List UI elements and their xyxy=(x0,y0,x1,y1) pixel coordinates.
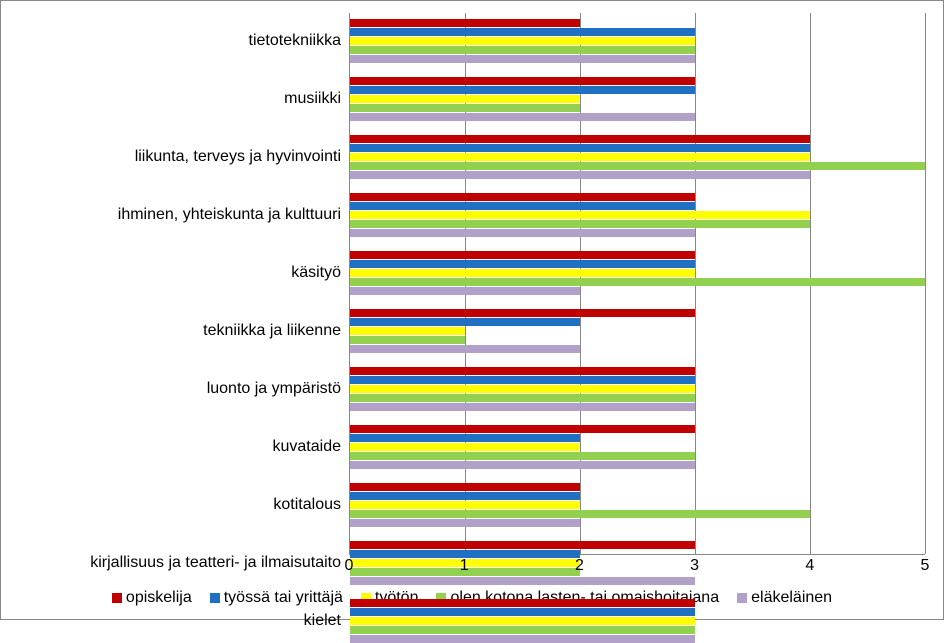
legend-item: opiskelija xyxy=(112,589,192,607)
bar xyxy=(350,434,580,442)
x-tick: 2 xyxy=(575,557,584,575)
category-label: käsityö xyxy=(291,264,341,282)
legend-item: työssä tai yrittäjä xyxy=(210,589,343,607)
category-label: ihminen, yhteiskunta ja kulttuuri xyxy=(118,206,341,224)
bar xyxy=(350,318,580,326)
bar xyxy=(350,135,810,143)
bar xyxy=(350,425,695,433)
bar xyxy=(350,403,695,411)
bar xyxy=(350,37,695,45)
category-label: musiikki xyxy=(284,90,341,108)
bar xyxy=(350,113,695,121)
bar xyxy=(350,608,695,616)
x-tick: 5 xyxy=(921,557,930,575)
x-tick: 0 xyxy=(345,557,354,575)
bar xyxy=(350,95,580,103)
bar xyxy=(350,220,810,228)
bar xyxy=(350,452,695,460)
plot-area xyxy=(349,13,925,555)
legend-label: työssä tai yrittäjä xyxy=(224,589,343,607)
x-tick: 4 xyxy=(805,557,814,575)
legend-swatch xyxy=(737,593,747,603)
x-tick: 1 xyxy=(460,557,469,575)
bar xyxy=(350,171,810,179)
category-label: kielet xyxy=(304,612,341,630)
bar xyxy=(350,86,695,94)
bar xyxy=(350,345,580,353)
bar xyxy=(350,519,580,527)
plot-row: tietotekniikka musiikki liikunta, terveys … xyxy=(19,13,925,555)
category-label: kotitalous xyxy=(273,496,341,514)
category-label: tietotekniikka xyxy=(249,32,342,50)
bar xyxy=(350,492,580,500)
bar xyxy=(350,28,695,36)
bar xyxy=(350,269,695,277)
bar xyxy=(350,278,925,286)
bar xyxy=(350,541,695,549)
bar xyxy=(350,77,695,85)
legend-item: eläkeläinen xyxy=(737,589,832,607)
x-axis: 012345 xyxy=(349,555,925,583)
bar xyxy=(350,510,810,518)
bar xyxy=(350,635,695,643)
bar xyxy=(350,46,695,54)
chart-container: tietotekniikka musiikki liikunta, terveys … xyxy=(0,0,944,620)
bar xyxy=(350,211,810,219)
category-label: kirjallisuus ja teatteri- ja ilmaisutait… xyxy=(90,554,341,572)
bar xyxy=(350,19,580,27)
x-tick: 3 xyxy=(690,557,699,575)
bar xyxy=(350,394,695,402)
bar xyxy=(350,104,580,112)
bar xyxy=(350,443,580,451)
bar xyxy=(350,193,695,201)
bar xyxy=(350,260,695,268)
bar xyxy=(350,483,580,491)
bar xyxy=(350,376,695,384)
bar xyxy=(350,617,695,625)
category-label: kuvataide xyxy=(273,438,342,456)
bar xyxy=(350,202,695,210)
bar xyxy=(350,287,580,295)
legend-swatch xyxy=(210,593,220,603)
bar xyxy=(350,626,695,634)
legend-swatch xyxy=(112,593,122,603)
bar xyxy=(350,162,925,170)
category-label: luonto ja ympäristö xyxy=(207,380,341,398)
bar xyxy=(350,336,465,344)
bar xyxy=(350,55,695,63)
bar xyxy=(350,309,695,317)
bar xyxy=(350,144,810,152)
bar xyxy=(350,327,465,335)
gridline xyxy=(925,13,926,554)
legend-label: opiskelija xyxy=(126,589,192,607)
bar xyxy=(350,501,580,509)
y-axis-labels: tietotekniikka musiikki liikunta, terveys … xyxy=(19,13,349,555)
bar xyxy=(350,229,695,237)
bar xyxy=(350,153,810,161)
bar xyxy=(350,385,695,393)
bar xyxy=(350,367,695,375)
bar xyxy=(350,599,695,607)
category-label: tekniikka ja liikenne xyxy=(203,322,341,340)
legend-label: eläkeläinen xyxy=(751,589,832,607)
category-label: liikunta, terveys ja hyvinvointi xyxy=(135,148,341,166)
bar xyxy=(350,251,695,259)
bar xyxy=(350,461,695,469)
